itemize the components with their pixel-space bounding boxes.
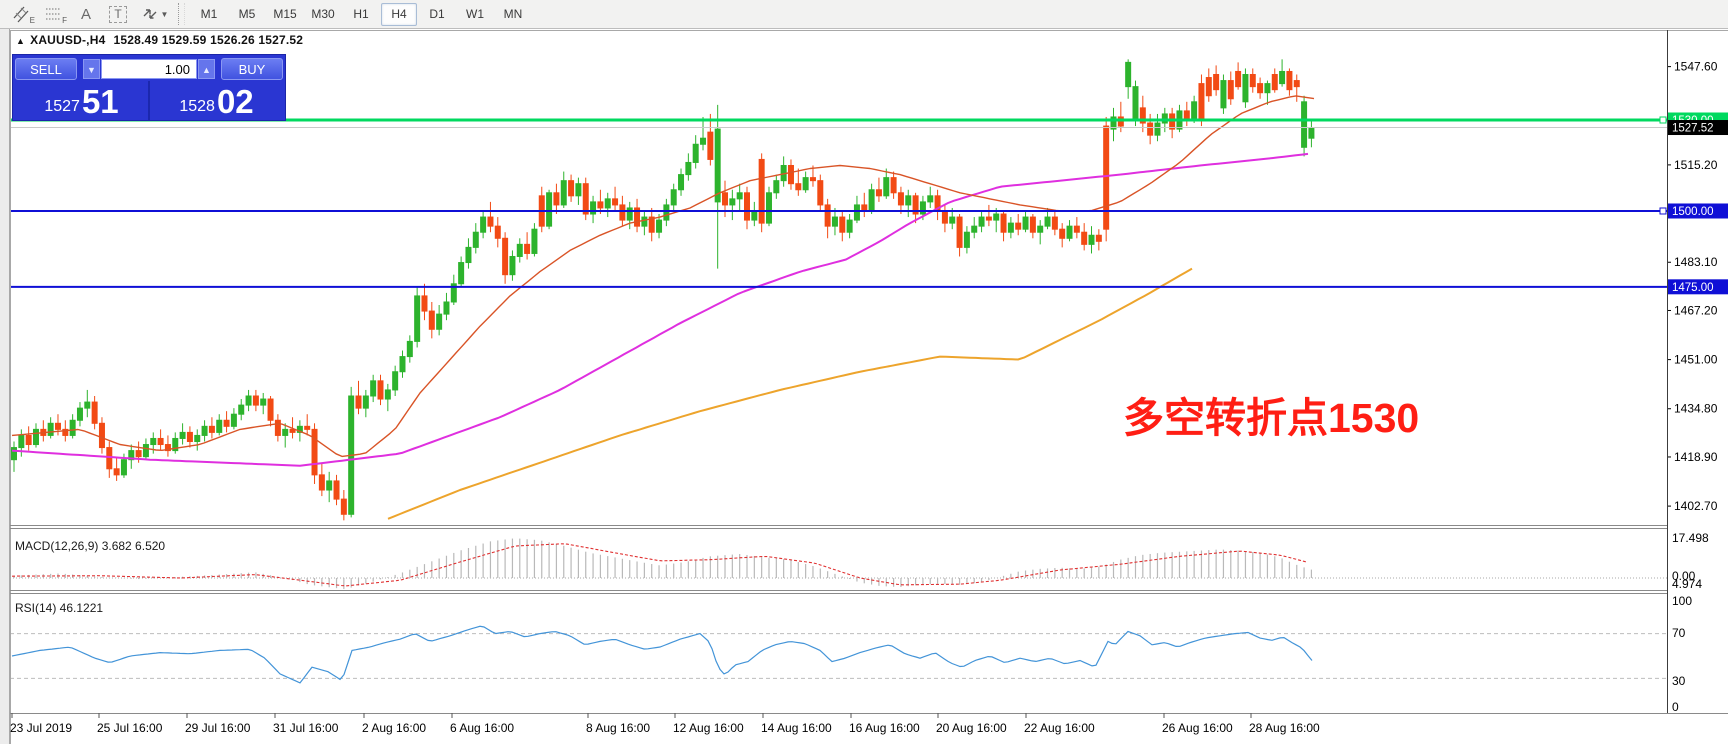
chevron-down-icon: ▼ <box>160 9 169 19</box>
date-label: 22 Aug 16:00 <box>1024 721 1095 735</box>
date-label: 12 Aug 16:00 <box>673 721 744 735</box>
timeframe-button-mn[interactable]: MN <box>503 6 523 21</box>
svg-text:1483.10: 1483.10 <box>1674 255 1718 269</box>
svg-text:1467.20: 1467.20 <box>1674 303 1718 317</box>
date-label: 16 Aug 16:00 <box>849 721 920 735</box>
date-label: 8 Aug 16:00 <box>586 721 650 735</box>
equidistant-channel-icon <box>13 6 29 23</box>
volume-input[interactable] <box>101 59 197 79</box>
svg-text:1547.60: 1547.60 <box>1674 60 1718 74</box>
moving-averages <box>11 95 1315 520</box>
candlestick-series <box>11 59 1315 521</box>
svg-text:1527.52: 1527.52 <box>1672 123 1714 135</box>
date-label: 14 Aug 16:00 <box>761 721 832 735</box>
svg-text:0.00: 0.00 <box>1672 569 1696 583</box>
volume-decrease-button[interactable]: ▼ <box>83 59 100 79</box>
tool-sub-label: E <box>29 16 35 25</box>
svg-text:100: 100 <box>1672 594 1692 608</box>
timeframe-button-m15[interactable]: M15 <box>273 6 297 21</box>
window-left-edge <box>0 29 10 744</box>
svg-text:30: 30 <box>1672 674 1686 688</box>
date-label: 28 Aug 16:00 <box>1249 721 1320 735</box>
svg-text:1402.70: 1402.70 <box>1674 499 1718 513</box>
equidistant-channel-button[interactable]: E <box>6 2 38 26</box>
sell-price-big: 51 <box>81 83 119 120</box>
date-label: 20 Aug 16:00 <box>936 721 1007 735</box>
text-label-icon: T <box>109 5 127 23</box>
date-axis[interactable]: 23 Jul 2019 25 Jul 16:00 29 Jul 16:00 31 Ju… <box>10 713 1320 735</box>
text-tool-icon: A <box>80 5 91 23</box>
hline-1500.00[interactable]: 1500.00 <box>10 203 1728 219</box>
rsi-indicator <box>10 625 1667 684</box>
timeframe-button-h1[interactable]: H1 <box>353 6 369 21</box>
sell-button[interactable]: SELL <box>15 58 77 80</box>
arrows-icon <box>143 9 157 19</box>
date-label: 23 Jul 2019 <box>10 721 72 735</box>
tool-sub-label: F <box>62 16 67 25</box>
timeframe-buttons: M1 M5 M15 M30 H1 H4 D1 W1 MN <box>191 2 533 26</box>
svg-text:0: 0 <box>1672 700 1679 714</box>
volume-increase-button[interactable]: ▲ <box>198 59 215 79</box>
price-axis[interactable]: 1547.60 1515.20 1483.10 1467.20 1451.00 1434.… <box>1667 60 1718 714</box>
svg-text:17.498: 17.498 <box>1672 531 1709 545</box>
svg-text:1418.90: 1418.90 <box>1674 450 1718 464</box>
buy-button[interactable]: BUY <box>221 58 283 80</box>
chart-symbol-period: XAUUSD-,H4 <box>30 33 106 47</box>
buy-price-big: 02 <box>216 83 254 120</box>
timeframe-button-m5[interactable]: M5 <box>238 6 256 21</box>
text-button[interactable]: A <box>70 2 102 26</box>
timeframe-button-w1[interactable]: W1 <box>466 6 484 21</box>
hline-1527.52[interactable]: 1527.52 <box>10 120 1728 136</box>
drawing-tools: E F A T ▼ <box>0 2 174 26</box>
chart-window-title: ▲ XAUUSD-,H4 1528.49 1529.59 1526.26 1527.… <box>16 33 303 47</box>
svg-text:1515.20: 1515.20 <box>1674 158 1718 172</box>
date-label: 6 Aug 16:00 <box>450 721 514 735</box>
svg-text:1500.00: 1500.00 <box>1672 206 1714 218</box>
window-menu-icon[interactable]: ▲ <box>16 36 26 46</box>
svg-text:70: 70 <box>1672 626 1686 640</box>
text-label-button[interactable]: T <box>102 2 134 26</box>
toolbar-separator <box>178 3 185 25</box>
one-click-trading-panel: SELL ▼ ▲ BUY 1527 51 1528 02 <box>12 54 286 121</box>
buy-price-small: 1528 <box>179 98 215 115</box>
timeframe-button-h4[interactable]: H4 <box>381 2 417 26</box>
date-label: 2 Aug 16:00 <box>362 721 426 735</box>
hline-1475.00[interactable]: 1475.00 <box>10 279 1728 295</box>
price-divider <box>148 81 150 120</box>
timeframe-button-m1[interactable]: M1 <box>200 6 218 21</box>
date-label: 26 Aug 16:00 <box>1162 721 1233 735</box>
svg-text:1475.00: 1475.00 <box>1672 282 1714 294</box>
sell-price-display[interactable]: 1527 51 <box>15 81 148 120</box>
rsi-label: RSI(14) 46.1221 <box>15 601 103 615</box>
macd-label: MACD(12,26,9) 3.682 6.520 <box>15 539 165 553</box>
svg-text:4.974: 4.974 <box>1672 577 1702 591</box>
svg-text:1434.80: 1434.80 <box>1674 402 1718 416</box>
svg-text:1451.00: 1451.00 <box>1674 353 1718 367</box>
date-label: 25 Jul 16:00 <box>97 721 163 735</box>
panel-borders <box>10 30 1728 744</box>
date-label: 29 Jul 16:00 <box>185 721 251 735</box>
buy-price-display[interactable]: 1528 02 <box>150 81 283 120</box>
top-toolbar: E F A T ▼ M1 M5 M15 M30 H1 H4 D1 W1 MN <box>0 0 1728 29</box>
timeframe-button-m30[interactable]: M30 <box>311 6 335 21</box>
chart-annotation-text[interactable]: 多空转折点1530 <box>1123 395 1419 441</box>
chart-ohlc-values: 1528.49 1529.59 1526.26 1527.52 <box>113 33 304 47</box>
fibonacci-button[interactable]: F <box>38 2 70 26</box>
arrows-button[interactable]: ▼ <box>134 2 174 26</box>
sell-price-small: 1527 <box>44 98 80 115</box>
fibonacci-icon <box>46 8 61 20</box>
timeframe-button-d1[interactable]: D1 <box>429 6 445 21</box>
macd-indicator <box>10 538 1667 590</box>
date-label: 31 Jul 16:00 <box>273 721 339 735</box>
